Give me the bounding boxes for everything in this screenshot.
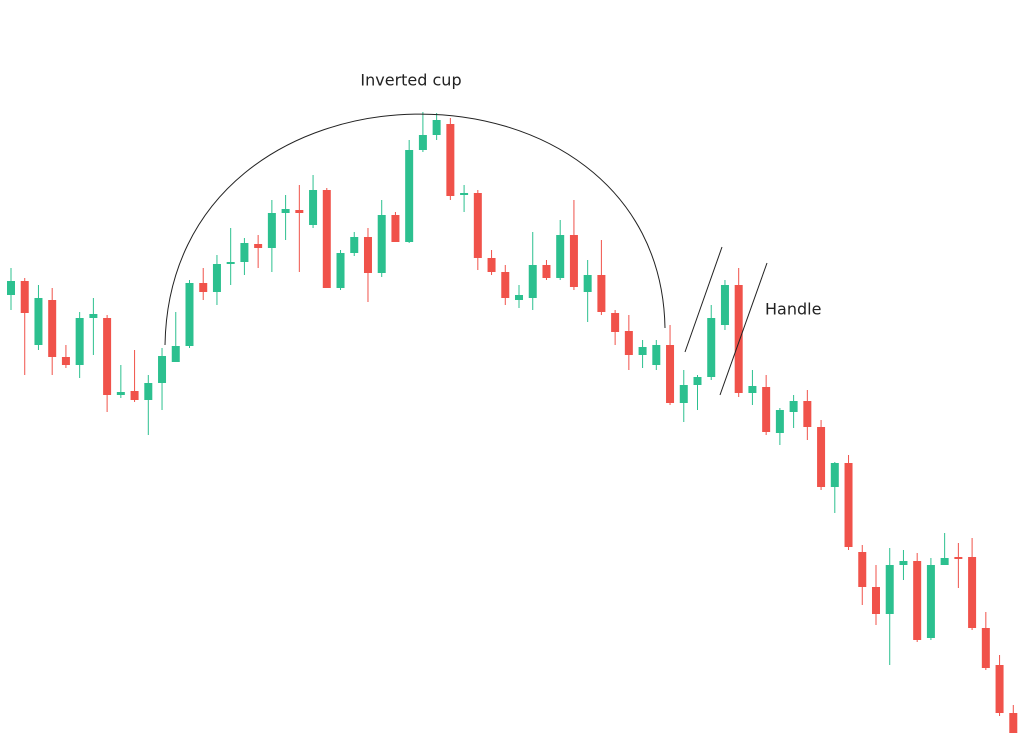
candle-body xyxy=(995,665,1004,713)
candle-body xyxy=(789,401,798,412)
candle-body xyxy=(871,587,880,614)
candle-body xyxy=(295,210,304,213)
handle-line xyxy=(684,246,723,353)
candle-body xyxy=(61,357,70,365)
candle-body xyxy=(254,244,263,248)
candle-body xyxy=(926,565,935,638)
candle-body xyxy=(212,264,221,292)
candle-body xyxy=(638,347,647,355)
candle-body xyxy=(460,193,469,195)
candle-body xyxy=(350,237,359,253)
candle-body xyxy=(775,410,784,433)
candle-body xyxy=(899,561,908,565)
candle-body xyxy=(954,557,963,559)
candle-body xyxy=(267,213,276,248)
candle-body xyxy=(940,558,949,565)
candle-body xyxy=(817,427,826,487)
candle-body xyxy=(597,275,606,312)
candle-body xyxy=(913,561,922,640)
candle-body xyxy=(185,283,194,346)
candle-body xyxy=(418,135,427,150)
candle-body xyxy=(432,120,441,135)
candle-body xyxy=(624,331,633,355)
cup-arc xyxy=(164,113,666,346)
candle-body xyxy=(981,628,990,668)
candle-body xyxy=(734,285,743,393)
candle-body xyxy=(528,265,537,298)
candle-body xyxy=(7,281,15,295)
candle-body xyxy=(171,346,180,362)
candle-body xyxy=(144,383,153,400)
candle-body xyxy=(830,463,839,487)
candle-body xyxy=(240,243,249,262)
candle-body xyxy=(542,265,551,278)
candle-body xyxy=(405,150,414,242)
candle-body xyxy=(336,253,345,288)
candle-body xyxy=(707,318,716,377)
candle-body xyxy=(611,313,620,332)
candle-body xyxy=(569,235,578,287)
candle-body xyxy=(75,318,84,365)
candle-body xyxy=(363,237,372,273)
candle-body xyxy=(803,401,812,427)
candle-body xyxy=(281,209,290,213)
candle-body xyxy=(446,124,455,196)
candle-body xyxy=(693,377,702,385)
candle-body xyxy=(130,391,139,400)
candle-body xyxy=(20,281,29,313)
candle-body xyxy=(226,262,235,264)
annotation: Handle xyxy=(765,300,821,319)
candle-body xyxy=(748,386,757,393)
candle-body xyxy=(652,345,661,365)
candle-body xyxy=(844,463,853,547)
candle-body xyxy=(103,318,112,395)
candle-body xyxy=(89,314,98,318)
candle-body xyxy=(556,235,565,278)
candle-body xyxy=(666,345,675,403)
candle-body xyxy=(309,190,318,225)
candles xyxy=(7,112,1018,733)
candle-body xyxy=(679,385,688,403)
candle-body xyxy=(199,283,208,292)
candle-body xyxy=(322,190,331,288)
candle-body xyxy=(858,552,867,587)
candle-body xyxy=(762,387,771,432)
candle-body xyxy=(720,285,729,325)
candle-body xyxy=(377,215,386,273)
candle-body xyxy=(487,258,496,272)
candle-body xyxy=(1009,713,1018,733)
candle-body xyxy=(473,193,482,258)
candle-body xyxy=(34,298,43,345)
candle-body xyxy=(968,557,977,628)
candle-body xyxy=(158,356,167,383)
candle-body xyxy=(583,275,592,292)
handle-line xyxy=(719,262,768,396)
candle-body xyxy=(116,392,125,395)
annotation: Inverted cup xyxy=(360,71,461,90)
candle-body xyxy=(885,565,894,614)
candle-body xyxy=(391,215,400,242)
candle-body xyxy=(515,295,524,300)
candle-body xyxy=(48,300,57,357)
candle-body xyxy=(501,272,510,298)
